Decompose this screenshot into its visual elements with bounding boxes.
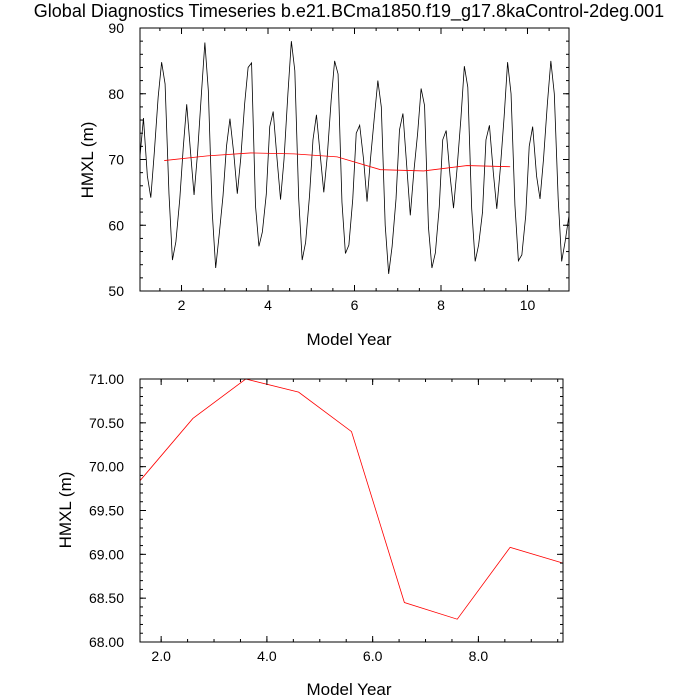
y-tick-label: 71.00 <box>89 371 124 387</box>
series-layer-top <box>139 41 570 274</box>
y-tick-label: 50 <box>108 283 124 299</box>
series-line-annual-mean <box>164 152 511 172</box>
annual-mean-panel: 2.0 4.0 6.0 8.0 68.00 68.50 69.00 69.50 70.00 70.… <box>56 371 564 699</box>
y-axis-label-bottom: HMXL (m) <box>56 472 75 549</box>
timeseries-panel: 2 4 6 8 10 50 60 70 80 90 Model Year HMXL (m) <box>78 20 570 349</box>
y-tick-label: 70.50 <box>89 415 124 431</box>
figure-title: Global Diagnostics Timeseries b.e21.BCma… <box>34 1 664 22</box>
x-tick-label: 8.0 <box>469 648 489 664</box>
plot-frame-bottom <box>139 378 564 643</box>
x-tick-label: 10 <box>520 297 536 313</box>
x-tick-label: 8 <box>437 297 445 313</box>
y-tick-label: 68.00 <box>89 634 124 650</box>
y-axis-label-top: HMXL (m) <box>78 122 97 199</box>
x-tick-label: 6 <box>351 297 359 313</box>
y-tick-label: 60 <box>108 217 124 233</box>
y-tick-label: 70 <box>108 152 124 168</box>
x-tick-label: 6.0 <box>363 648 383 664</box>
y-tick-label: 69.50 <box>89 503 124 519</box>
y-tick-label: 70.00 <box>89 459 124 475</box>
series-layer-bottom <box>139 378 564 620</box>
series-line-annual-mean <box>139 378 564 620</box>
tick-layer-bottom: 2.0 4.0 6.0 8.0 68.00 68.50 69.00 69.50 70.00 70.… <box>89 371 563 664</box>
y-tick-label: 90 <box>108 20 124 36</box>
tick-layer-top: 2 4 6 8 10 50 60 70 80 90 <box>108 20 569 313</box>
x-tick-label: 4 <box>264 297 272 313</box>
x-axis-label-bottom: Model Year <box>306 680 391 699</box>
x-tick-label: 2.0 <box>151 648 171 664</box>
x-tick-label: 2 <box>178 297 186 313</box>
x-tick-label: 4.0 <box>257 648 277 664</box>
x-axis-label-top: Model Year <box>306 330 391 349</box>
y-tick-label: 69.00 <box>89 546 124 562</box>
y-tick-label: 68.50 <box>89 590 124 606</box>
series-line-monthly <box>139 41 570 274</box>
y-tick-label: 80 <box>108 86 124 102</box>
